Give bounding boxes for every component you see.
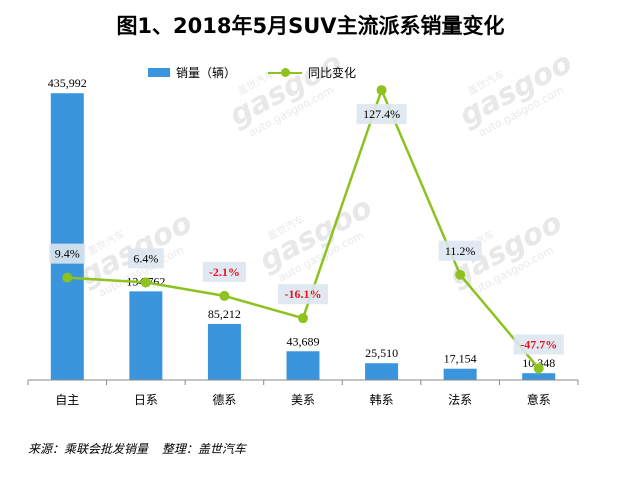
yoy-label-box-5 (438, 240, 482, 261)
legend-item-yoy: 同比变化 (268, 64, 356, 81)
x-tick-label-0: 自主 (55, 393, 79, 407)
yoy-point-0 (62, 272, 73, 283)
yoy-label-box-6 (513, 334, 564, 355)
legend-bar-swatch (148, 68, 170, 77)
yoy-value-label-6: -47.7% (520, 337, 557, 351)
yoy-value-label-0: 9.4% (55, 247, 80, 261)
yoy-point-5 (455, 269, 466, 280)
yoy-label-box-4 (356, 104, 407, 125)
legend-label-sales: 销量（辆） (176, 66, 237, 80)
legend-item-sales: 销量（辆） (148, 64, 236, 81)
bar-value-label-0: 435,992 (48, 76, 87, 90)
yoy-point-6 (533, 363, 544, 374)
bar-5 (443, 368, 477, 380)
bar-value-label-4: 25,510 (365, 346, 398, 360)
yoy-point-2 (219, 290, 230, 301)
chart-legend: 销量（辆） 同比变化 (148, 64, 388, 81)
x-tick-label-4: 韩系 (370, 392, 394, 407)
x-tick-label-2: 德系 (212, 392, 236, 407)
x-tick-label-3: 美系 (291, 393, 315, 407)
footer-editor: 整理：盖世汽车 (161, 442, 246, 456)
x-tick-label-1: 日系 (134, 393, 158, 407)
yoy-label-box-0 (49, 243, 86, 264)
bar-value-label-3: 43,689 (287, 334, 320, 348)
chart-title: 图1、2018年5月SUV主流派系销量变化 (116, 14, 505, 38)
chart-footer: 来源：乘联会批发销量 整理：盖世汽车 (28, 440, 256, 457)
bar-2 (207, 323, 241, 380)
bar-0 (50, 93, 84, 381)
x-tick-label-6: 意系 (527, 392, 551, 407)
legend-label-yoy: 同比变化 (308, 66, 357, 80)
yoy-point-3 (298, 313, 308, 324)
legend-line-swatch (268, 68, 303, 77)
yoy-label-box-1 (127, 248, 164, 269)
x-tick-label-5: 法系 (448, 393, 472, 407)
yoy-label-box-3 (278, 284, 328, 305)
bar-6 (522, 373, 556, 380)
yoy-point-1 (140, 277, 151, 288)
bar-value-label-2: 85,212 (208, 307, 241, 321)
yoy-label-box-2 (202, 261, 246, 282)
bar-value-label-5: 17,154 (444, 352, 477, 366)
yoy-value-label-4: 127.4% (363, 107, 400, 121)
bar-1 (129, 291, 163, 380)
yoy-value-label-3: -16.1% (285, 287, 322, 301)
yoy-point-4 (376, 85, 387, 96)
footer-source: 来源：乘联会批发销量 (28, 442, 149, 456)
yoy-value-label-1: 6.4% (133, 251, 158, 265)
bar-4 (365, 363, 399, 380)
yoy-value-label-5: 11.2% (445, 244, 476, 258)
yoy-value-label-2: -2.1% (209, 265, 240, 279)
bar-3 (286, 351, 320, 380)
